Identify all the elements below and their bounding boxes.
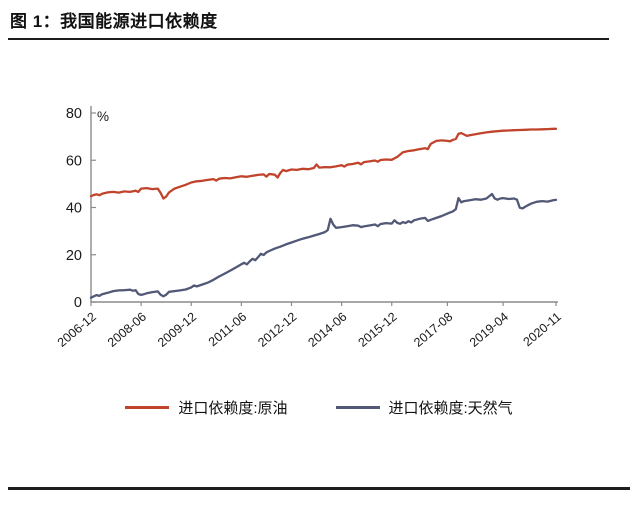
x-tick-label: 2009-12	[155, 310, 199, 350]
legend-item-gas: 进口依赖度:天然气	[335, 397, 513, 418]
y-tick-label: 80	[66, 106, 82, 122]
oil-line-swatch	[125, 406, 170, 409]
series-line-crude-oil	[89, 127, 558, 200]
gas-line-swatch	[335, 406, 380, 409]
y-tick-label: 60	[66, 153, 82, 169]
chart-legend: 进口依赖度:原油 进口依赖度:天然气	[0, 397, 638, 418]
x-tick-label: 2020-11	[520, 310, 563, 350]
x-tick-label: 2008-06	[105, 310, 149, 350]
x-tick-label: 2014-06	[305, 310, 349, 350]
x-tick-label: 2015-12	[356, 310, 400, 350]
x-tick-label: 2019-04	[467, 310, 511, 350]
x-tick-label: 2017-08	[411, 310, 455, 350]
bottom-divider	[8, 487, 630, 490]
title-divider	[8, 38, 609, 40]
x-tick-label: 2006-12	[55, 310, 99, 350]
legend-label-gas: 进口依赖度:天然气	[388, 400, 513, 417]
y-tick-label: 0	[74, 295, 82, 311]
legend-item-oil: 进口依赖度:原油	[125, 397, 288, 418]
y-axis-unit-label: %	[97, 109, 109, 124]
x-tick-label: 2012-12	[255, 310, 299, 350]
y-tick-label: 20	[66, 248, 82, 264]
figure-title: 图 1：我国能源进口依赖度	[10, 12, 218, 31]
y-tick-label: 40	[66, 201, 82, 217]
x-tick-label: 2011-06	[206, 310, 249, 350]
legend-label-oil: 进口依赖度:原油	[178, 400, 288, 417]
series-line-natural-gas	[89, 192, 558, 299]
